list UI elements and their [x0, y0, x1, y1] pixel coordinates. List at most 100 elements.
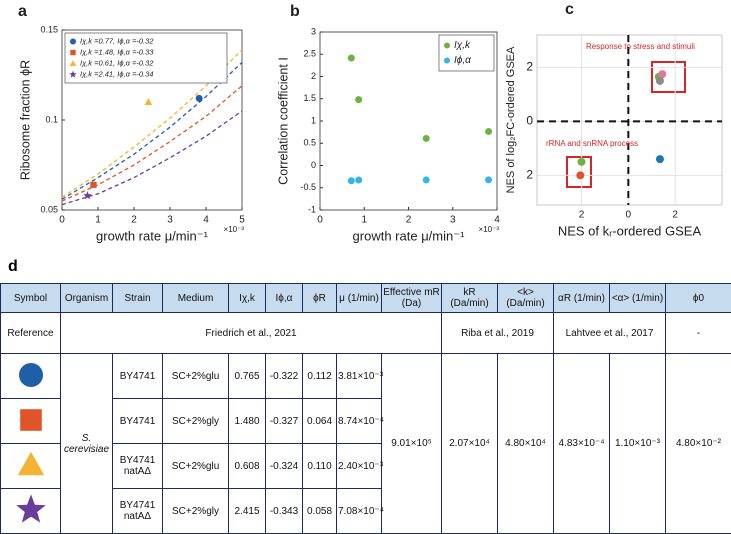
table-cell: Lahtvee et al., 2017 — [554, 313, 666, 354]
marker — [656, 155, 664, 163]
marker — [90, 182, 96, 188]
table-cell: 7.08×10⁻⁴ — [337, 489, 382, 534]
y-tick-label: 2 — [526, 167, 533, 181]
y-tick-label: 0 — [311, 160, 316, 170]
y-axis-label: Correlation coefficient I — [276, 57, 290, 185]
x-tick-label: 5 — [239, 215, 245, 226]
y-tick-label: 0 — [526, 114, 533, 128]
marker — [70, 39, 76, 45]
symbol-cell — [1, 354, 61, 399]
table-cell: 9.01×10⁵ — [382, 354, 442, 534]
panel-label: a — [18, 3, 27, 20]
marker — [444, 43, 450, 49]
header-cell: Medium — [163, 284, 229, 313]
x-axis-label: growth rate μ/min⁻¹ — [96, 228, 209, 243]
x-tick-label: 2 — [672, 210, 678, 221]
fit-line — [62, 111, 242, 205]
y-tick-label: 0.5 — [303, 138, 316, 148]
header-cell: <α> (1/min) — [610, 284, 666, 313]
x-multiplier: ×10⁻³ — [479, 225, 500, 234]
marker — [20, 409, 42, 431]
header-cell: Iϕ,α — [266, 284, 303, 313]
y-tick-label: 2 — [526, 60, 533, 74]
x-tick-label: 4 — [494, 215, 500, 226]
marker — [485, 176, 492, 183]
y-tick-label: -0.5 — [300, 182, 316, 192]
table-cell: 4.83×10⁻⁴ — [554, 354, 610, 534]
table-cell: 8.74×10⁻⁴ — [337, 399, 382, 444]
symbol-cell — [1, 444, 61, 489]
y-axis-label: NES of log₂FC-ordered GSEA — [505, 46, 517, 193]
marker — [70, 50, 75, 55]
symbol — [11, 357, 51, 393]
header-cell: ϕR — [303, 284, 337, 313]
marker — [16, 494, 46, 522]
table-cell: 0.765 — [229, 354, 266, 399]
table-cell: Riba et al., 2019 — [442, 313, 554, 354]
x-multiplier: ×10⁻³ — [224, 225, 245, 234]
x-tick-label: 2 — [131, 215, 137, 226]
y-tick-label: 1.5 — [303, 93, 316, 103]
y-tick-label: 2.5 — [303, 49, 316, 59]
y-tick-label: 0.15 — [40, 24, 58, 34]
table-cell: 1.480 — [229, 399, 266, 444]
table-cell: 2.07×10⁴ — [442, 354, 498, 534]
legend-label: Iχ,k =2.41, Iϕ,α =-0.34 — [80, 69, 153, 78]
marker — [355, 177, 362, 184]
symbol-cell — [1, 489, 61, 534]
symbol — [11, 447, 51, 483]
table-cell: BY4741 natAΔ — [113, 489, 163, 534]
symbol — [11, 402, 51, 438]
x-tick-label: 2 — [579, 210, 585, 221]
table-cell: SC+2%glu — [163, 444, 229, 489]
marker — [17, 451, 43, 474]
table-cell: -0.322 — [266, 354, 303, 399]
marker — [145, 98, 153, 105]
table-cell: 0.112 — [303, 354, 337, 399]
panel-label: c — [565, 1, 574, 18]
table-cell: Reference — [1, 313, 61, 354]
table-cell: Friedrich et al., 2021 — [61, 313, 442, 354]
marker — [423, 176, 430, 183]
x-tick-label: 3 — [450, 215, 456, 226]
x-tick-label: 0 — [626, 210, 632, 221]
y-tick-label: 3 — [311, 26, 316, 36]
header-cell: kR (Da/min) — [442, 284, 498, 313]
marker — [656, 77, 664, 85]
table-cell: 2.40×10⁻³ — [337, 444, 382, 489]
y-tick-label: 2 — [311, 71, 316, 81]
table-cell: 3.81×10⁻³ — [337, 354, 382, 399]
marker — [348, 177, 355, 184]
table-cell: SC+2%gly — [163, 489, 229, 534]
marker — [348, 55, 355, 62]
annotation: Response to stress and stimuli — [586, 42, 695, 51]
header-cell: ϕ0 — [666, 284, 731, 313]
header-cell: μ (1/min) — [337, 284, 382, 313]
table-cell: 4.80×10⁴ — [498, 354, 554, 534]
header-cell: Organism — [61, 284, 113, 313]
x-tick-label: 0 — [59, 215, 65, 226]
x-tick-label: 3 — [167, 215, 173, 226]
table-cell: 2.415 — [229, 489, 266, 534]
header-cell: Strain — [113, 284, 163, 313]
table-cell: 0.608 — [229, 444, 266, 489]
table-cell: 0.058 — [303, 489, 337, 534]
legend-label: Iϕ,α — [454, 55, 471, 66]
x-axis-label: growth rate μ/min⁻¹ — [353, 228, 466, 243]
table-cell: 1.10×10⁻³ — [610, 354, 666, 534]
symbol — [11, 492, 51, 528]
x-tick-label: 4 — [203, 215, 209, 226]
legend-label: Iχ,k =0.77, Iϕ,α =-0.32 — [80, 36, 154, 45]
table-cell: BY4741 — [113, 354, 163, 399]
y-axis-label: Ribosome fraction ϕR — [18, 60, 32, 180]
marker — [485, 128, 492, 135]
annotation: rRNA and snRNA process — [546, 139, 638, 148]
x-tick-label: 2 — [406, 215, 412, 226]
symbol-cell — [1, 399, 61, 444]
header-cell: Iχ,k — [229, 284, 266, 313]
header-cell: αR (1/min) — [554, 284, 610, 313]
